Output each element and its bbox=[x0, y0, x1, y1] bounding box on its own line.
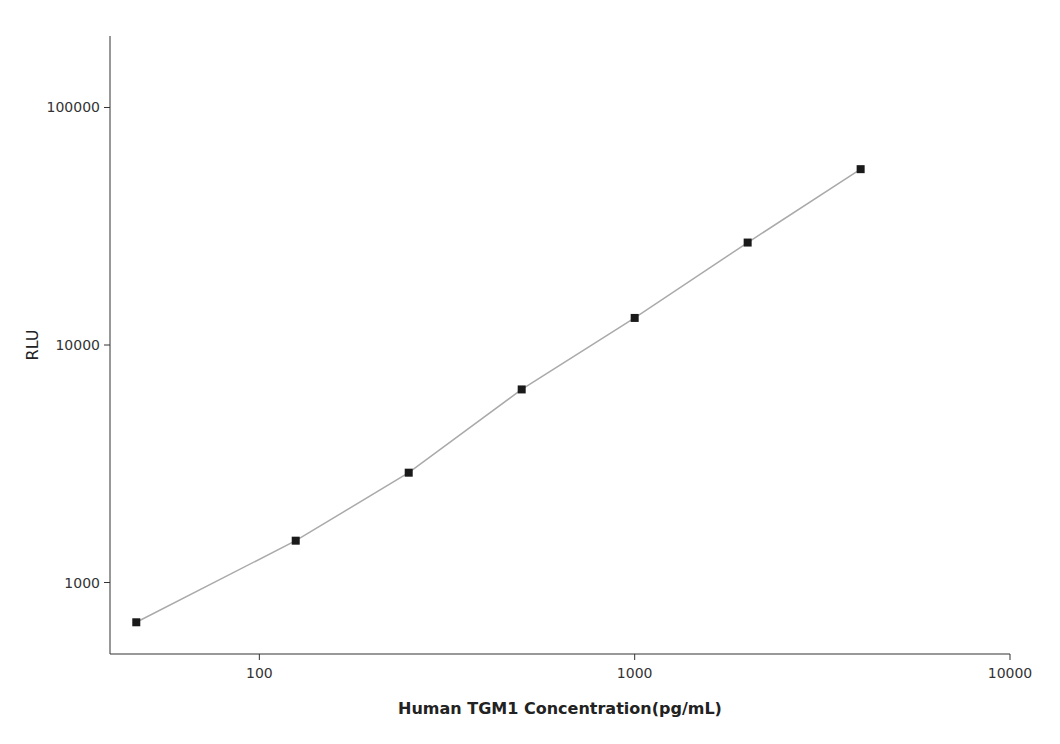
x-tick bbox=[1010, 654, 1011, 660]
x-tick bbox=[634, 654, 635, 660]
y-axis-label: RLU bbox=[23, 330, 42, 361]
data-point bbox=[132, 618, 140, 626]
x-tick bbox=[259, 654, 260, 660]
background bbox=[0, 0, 1060, 744]
data-point bbox=[857, 165, 865, 173]
data-point bbox=[631, 314, 639, 322]
y-tick-label: 10000 bbox=[55, 337, 100, 353]
x-axis-label: Human TGM1 Concentration(pg/mL) bbox=[398, 699, 722, 718]
chart: 100 1000 10000 1000 10000 100000 Human TGM1 Co… bbox=[0, 0, 1060, 744]
data-point bbox=[292, 537, 300, 545]
plot-area bbox=[132, 165, 864, 626]
x-tick-label: 10000 bbox=[988, 665, 1033, 681]
x-tick-label: 100 bbox=[246, 665, 273, 681]
y-tick bbox=[104, 107, 110, 108]
y-tick bbox=[104, 345, 110, 346]
data-point bbox=[744, 239, 752, 247]
x-axis-line bbox=[110, 654, 1010, 655]
y-tick bbox=[104, 582, 110, 583]
data-point bbox=[518, 385, 526, 393]
data-point bbox=[405, 469, 413, 477]
x-tick-label: 1000 bbox=[617, 665, 653, 681]
data-line bbox=[136, 169, 860, 622]
y-tick-label: 1000 bbox=[64, 575, 100, 591]
y-tick-label: 100000 bbox=[47, 99, 100, 115]
